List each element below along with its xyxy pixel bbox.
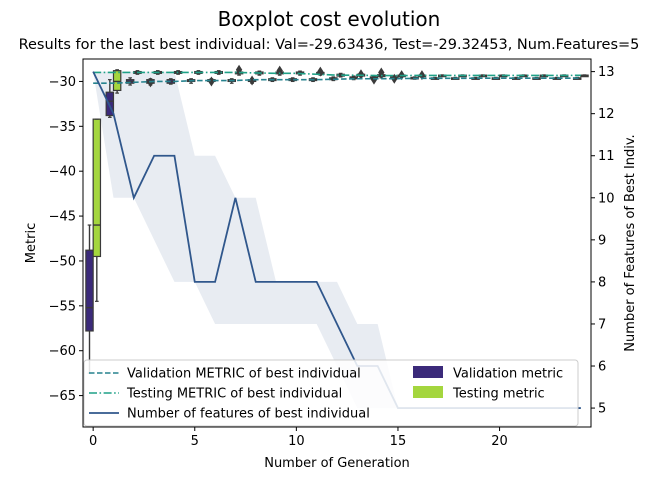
y2-tick-label-13: 13 [598, 65, 615, 80]
y2-tick-label-6: 6 [598, 360, 606, 375]
y2-tick-label-5: 5 [598, 402, 606, 417]
legend-label-val-line: Validation METRIC of best individual [127, 367, 361, 382]
y-tick-label--30: −30 [49, 75, 76, 90]
y-tick-label--60: −60 [49, 344, 76, 359]
testing-box-0 [92, 118, 102, 302]
y2-tick-label-7: 7 [598, 317, 606, 332]
legend-label-features-line: Number of features of best individual [127, 407, 370, 422]
legend-label-test-line: Testing METRIC of best individual [126, 387, 342, 402]
y2-tick-label-9: 9 [598, 233, 606, 248]
y2-tick-label-12: 12 [598, 107, 615, 122]
validation-box-body [105, 91, 115, 117]
validation-box-1 [105, 79, 115, 118]
chart-title: Boxplot cost evolution [218, 7, 441, 31]
x-tick-label-15: 15 [390, 434, 407, 449]
x-tick-label-10: 10 [288, 434, 305, 449]
y-axis-label: Metric [24, 223, 39, 263]
legend-swatch-test-box [413, 386, 443, 398]
y-tick-label--55: −55 [49, 299, 76, 314]
legend-label-val-box: Validation metric [453, 367, 563, 382]
plot-frame [82, 58, 592, 428]
band-layer [93, 71, 581, 409]
y2-axis-label: Number of Features of Best Indiv. [623, 134, 638, 351]
y-tick-label--40: −40 [49, 165, 76, 180]
testing-box-body [92, 118, 102, 258]
validation-outlier-8 [248, 75, 256, 86]
y-tick-label--45: −45 [49, 210, 76, 225]
legend-label-test-box: Testing metric [452, 387, 545, 402]
y2-tick-label-8: 8 [598, 275, 606, 290]
validation-outlier-6 [208, 76, 215, 87]
testing-box-body [112, 70, 122, 92]
validation-best-line [93, 77, 581, 85]
x-axis: 0 5 10 15 20 [89, 427, 508, 449]
legend: Validation METRIC of best individual Tes… [83, 359, 579, 427]
chart-subtitle: Results for the last best individual: Va… [19, 37, 640, 53]
testing-outlier-14 [378, 67, 385, 78]
testing-box-1 [112, 69, 122, 94]
y-tick-label--50: −50 [49, 254, 76, 269]
validation-outlier-14 [370, 74, 378, 85]
features-band [93, 71, 581, 409]
y-axis: −30 −35 −40 −45 −50 −55 −60 −65 [49, 75, 83, 404]
testing-box-24 [580, 74, 589, 78]
validation-box-0 [85, 224, 94, 374]
testing-outlier-9 [276, 65, 283, 76]
validation-box-body [85, 249, 94, 332]
x-tick-label-0: 0 [89, 434, 97, 449]
legend-swatch-val-box [413, 366, 443, 378]
y-tick-label--65: −65 [49, 389, 76, 404]
y2-tick-label-10: 10 [598, 191, 615, 206]
y2-axis: 5 6 7 8 9 10 11 12 13 [591, 65, 615, 417]
testing-outlier-13 [357, 69, 365, 80]
x-tick-label-5: 5 [191, 434, 199, 449]
y-tick-label--35: −35 [49, 120, 76, 135]
legend-frame [83, 359, 579, 427]
x-tick-label-20: 20 [491, 434, 508, 449]
x-axis-label: Number of Generation [264, 456, 410, 471]
y2-tick-label-11: 11 [598, 149, 615, 164]
